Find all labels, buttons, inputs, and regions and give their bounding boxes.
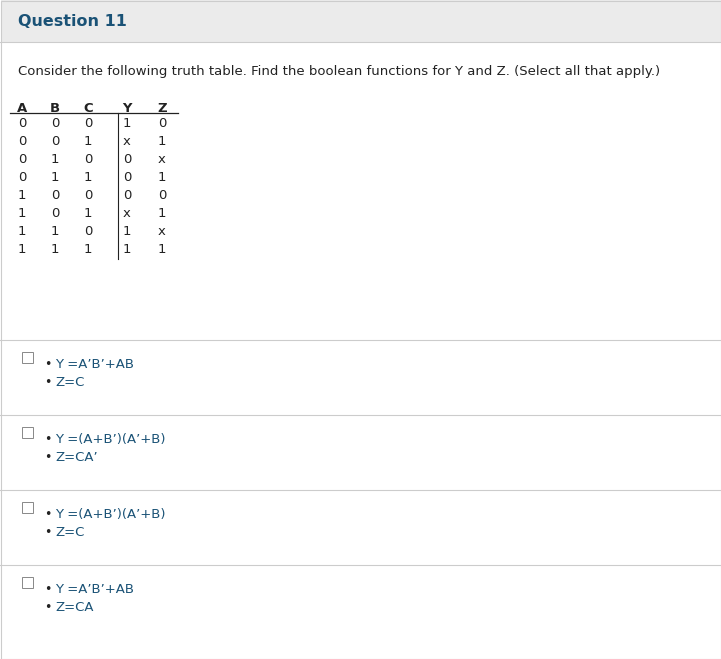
Text: Y: Y — [123, 102, 132, 115]
Text: •: • — [44, 433, 51, 446]
Text: x: x — [123, 207, 131, 220]
Text: 1: 1 — [18, 225, 26, 238]
Bar — [22, 577, 33, 588]
Text: 0: 0 — [158, 189, 166, 202]
Text: 0: 0 — [18, 135, 26, 148]
Text: Y =(A+B’)(A’+B): Y =(A+B’)(A’+B) — [55, 508, 166, 521]
Text: 1: 1 — [50, 243, 59, 256]
Text: 0: 0 — [50, 207, 59, 220]
Text: 1: 1 — [84, 207, 92, 220]
Text: 1: 1 — [158, 207, 167, 220]
Text: •: • — [44, 376, 51, 389]
Text: Consider the following truth table. Find the boolean functions for Y and Z. (Sel: Consider the following truth table. Find… — [18, 65, 660, 78]
Text: 1: 1 — [84, 243, 92, 256]
Text: x: x — [123, 135, 131, 148]
Bar — [22, 427, 33, 438]
Text: Y =(A+B’)(A’+B): Y =(A+B’)(A’+B) — [55, 433, 166, 446]
Text: 1: 1 — [18, 243, 26, 256]
Text: 0: 0 — [158, 117, 166, 130]
Text: 0: 0 — [123, 171, 131, 184]
Text: x: x — [158, 225, 166, 238]
Text: •: • — [44, 358, 51, 371]
Text: A: A — [17, 102, 27, 115]
Text: 1: 1 — [123, 243, 131, 256]
Bar — [1, 0, 720, 42]
Text: 1: 1 — [158, 135, 167, 148]
Text: 0: 0 — [84, 153, 92, 166]
Text: Z=C: Z=C — [55, 526, 84, 539]
Text: •: • — [44, 451, 51, 464]
Text: x: x — [158, 153, 166, 166]
Text: 0: 0 — [50, 189, 59, 202]
Text: 0: 0 — [123, 189, 131, 202]
Text: 0: 0 — [18, 117, 26, 130]
Text: •: • — [44, 526, 51, 539]
Text: 1: 1 — [123, 117, 131, 130]
Text: 1: 1 — [50, 225, 59, 238]
Text: Y =A’B’+AB: Y =A’B’+AB — [55, 358, 134, 371]
Text: 0: 0 — [84, 189, 92, 202]
Text: Y =A’B’+AB: Y =A’B’+AB — [55, 583, 134, 596]
Text: B: B — [50, 102, 60, 115]
Text: Z=C: Z=C — [55, 376, 84, 389]
Text: •: • — [44, 583, 51, 596]
Text: 0: 0 — [84, 117, 92, 130]
Bar — [22, 502, 33, 513]
Text: 1: 1 — [50, 171, 59, 184]
Text: 0: 0 — [50, 117, 59, 130]
Text: 1: 1 — [50, 153, 59, 166]
Text: Z=CA’: Z=CA’ — [55, 451, 97, 464]
Text: •: • — [44, 508, 51, 521]
Text: Z=CA: Z=CA — [55, 601, 94, 614]
Text: 1: 1 — [18, 207, 26, 220]
Text: •: • — [44, 601, 51, 614]
Text: 0: 0 — [18, 171, 26, 184]
Text: 1: 1 — [123, 225, 131, 238]
Text: 1: 1 — [84, 135, 92, 148]
Text: Question 11: Question 11 — [18, 13, 127, 28]
Text: 0: 0 — [123, 153, 131, 166]
Text: 1: 1 — [18, 189, 26, 202]
Text: 1: 1 — [158, 243, 167, 256]
Text: 0: 0 — [84, 225, 92, 238]
Text: 0: 0 — [18, 153, 26, 166]
Bar — [22, 352, 33, 363]
Text: Z: Z — [157, 102, 167, 115]
Text: 1: 1 — [158, 171, 167, 184]
Text: 1: 1 — [84, 171, 92, 184]
Text: 0: 0 — [50, 135, 59, 148]
Text: C: C — [83, 102, 93, 115]
